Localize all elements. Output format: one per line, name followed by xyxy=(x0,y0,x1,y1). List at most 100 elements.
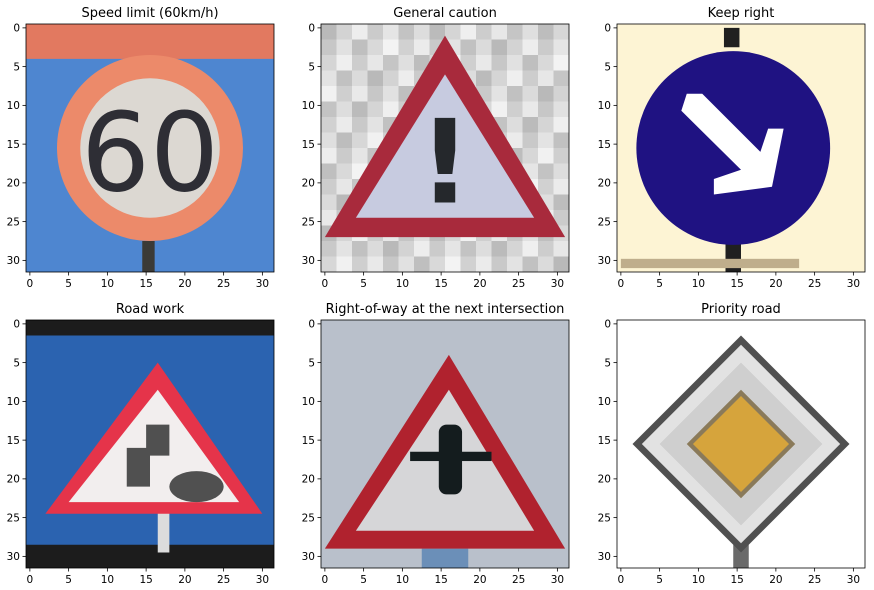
subplot-4: Road work 0 5 10 15 20 25 30 0 5 10 15 20 25 30 xyxy=(7,302,275,586)
y-tick-label: 10 xyxy=(598,396,611,408)
sign-image xyxy=(617,320,865,568)
y-tick-label: 5 xyxy=(604,61,611,73)
y-tick-label: 20 xyxy=(7,178,20,190)
subplot-6: Priority road 0 5 10 15 20 25 30 0 5 10 15 20 25 30 xyxy=(598,302,866,586)
y-tick-label: 30 xyxy=(7,551,20,563)
x-tick-label: 15 xyxy=(139,574,152,586)
x-tick-label: 10 xyxy=(101,574,114,586)
sign-image: 60 xyxy=(26,24,274,272)
subplot-title: General caution xyxy=(393,6,497,21)
y-tick-label: 25 xyxy=(7,512,20,524)
x-tick-label: 10 xyxy=(396,278,409,290)
y-tick-label: 5 xyxy=(13,357,20,369)
y-tick-label: 20 xyxy=(302,178,315,190)
x-tick-label: 5 xyxy=(65,574,72,586)
y-tick-label: 5 xyxy=(13,61,20,73)
x-tick-label: 25 xyxy=(217,574,230,586)
y-tick-label: 0 xyxy=(13,23,20,35)
y-tick-label: 25 xyxy=(302,512,315,524)
x-tick-label: 20 xyxy=(178,278,191,290)
y-tick-label: 15 xyxy=(7,139,20,151)
y-tick-label: 30 xyxy=(302,255,315,267)
y-tick-label: 5 xyxy=(308,61,315,73)
x-tick-label: 25 xyxy=(217,278,230,290)
y-tick-label: 25 xyxy=(598,512,611,524)
y-tick-label: 15 xyxy=(7,435,20,447)
x-tick-label: 10 xyxy=(396,574,409,586)
y-tick-label: 10 xyxy=(598,100,611,112)
x-tick-label: 0 xyxy=(322,278,329,290)
y-tick-label: 0 xyxy=(308,319,315,331)
y-tick-label: 25 xyxy=(302,216,315,228)
x-tick-label: 5 xyxy=(360,278,367,290)
x-tick-label: 5 xyxy=(65,278,72,290)
x-tick-label: 30 xyxy=(256,574,269,586)
y-tick-label: 30 xyxy=(302,551,315,563)
y-tick-label: 15 xyxy=(598,139,611,151)
x-tick-label: 25 xyxy=(808,278,821,290)
x-tick-label: 15 xyxy=(139,278,152,290)
x-tick-label: 20 xyxy=(473,278,486,290)
x-tick-label: 5 xyxy=(656,574,663,586)
x-tick-label: 30 xyxy=(256,278,269,290)
x-tick-label: 30 xyxy=(847,574,860,586)
x-tick-label: 20 xyxy=(473,574,486,586)
sign-image xyxy=(321,320,569,568)
axes-frame xyxy=(320,23,570,273)
x-tick-label: 15 xyxy=(730,574,743,586)
subplot-title: Priority road xyxy=(701,302,781,317)
x-tick-label: 5 xyxy=(656,278,663,290)
y-tick-label: 15 xyxy=(598,435,611,447)
subplot-2: General caution! 0 5 10 15 20 25 30 0 5 10 15 20 25 30 xyxy=(302,6,570,290)
y-tick-label: 30 xyxy=(598,255,611,267)
x-tick-label: 10 xyxy=(692,278,705,290)
x-tick-label: 0 xyxy=(618,574,625,586)
x-tick-label: 30 xyxy=(551,574,564,586)
y-tick-label: 20 xyxy=(598,178,611,190)
subplot-5: Right-of-way at the next intersection 0 5 1… xyxy=(302,302,570,586)
y-tick-label: 10 xyxy=(302,396,315,408)
x-tick-label: 20 xyxy=(178,574,191,586)
y-tick-label: 20 xyxy=(7,474,20,486)
x-tick-label: 10 xyxy=(692,574,705,586)
y-tick-label: 0 xyxy=(604,23,611,35)
y-tick-label: 30 xyxy=(7,255,20,267)
subplot-3: Keep right 0 5 10 15 20 25 30 0 5 10 15 20 25 30 xyxy=(598,6,866,290)
y-tick-label: 5 xyxy=(604,357,611,369)
axes-frame xyxy=(25,319,275,569)
axes-frame xyxy=(616,23,866,273)
y-tick-label: 0 xyxy=(13,319,20,331)
y-tick-label: 15 xyxy=(302,139,315,151)
x-tick-label: 0 xyxy=(618,278,625,290)
x-tick-label: 25 xyxy=(512,574,525,586)
y-tick-label: 0 xyxy=(604,319,611,331)
x-tick-label: 0 xyxy=(322,574,329,586)
y-tick-label: 10 xyxy=(7,100,20,112)
x-tick-label: 25 xyxy=(808,574,821,586)
x-tick-label: 5 xyxy=(360,574,367,586)
y-tick-label: 20 xyxy=(302,474,315,486)
axes-frame xyxy=(616,319,866,569)
y-tick-label: 15 xyxy=(302,435,315,447)
sign-image xyxy=(617,24,865,272)
axes-frame xyxy=(25,23,275,273)
sign-image xyxy=(26,320,274,568)
y-tick-label: 25 xyxy=(598,216,611,228)
x-tick-label: 0 xyxy=(27,278,34,290)
subplot-title: Road work xyxy=(116,302,185,317)
x-tick-label: 0 xyxy=(27,574,34,586)
y-tick-label: 10 xyxy=(302,100,315,112)
y-tick-label: 0 xyxy=(308,23,315,35)
subplot-title: Keep right xyxy=(708,6,775,21)
y-tick-label: 30 xyxy=(598,551,611,563)
x-tick-label: 20 xyxy=(769,278,782,290)
axes-frame xyxy=(320,319,570,569)
y-tick-label: 20 xyxy=(598,474,611,486)
x-tick-label: 30 xyxy=(847,278,860,290)
sign-image: ! xyxy=(321,24,569,272)
x-tick-label: 10 xyxy=(101,278,114,290)
x-tick-label: 20 xyxy=(769,574,782,586)
sign-text: ! xyxy=(418,95,471,230)
subplot-title: Speed limit (60km/h) xyxy=(81,6,218,21)
